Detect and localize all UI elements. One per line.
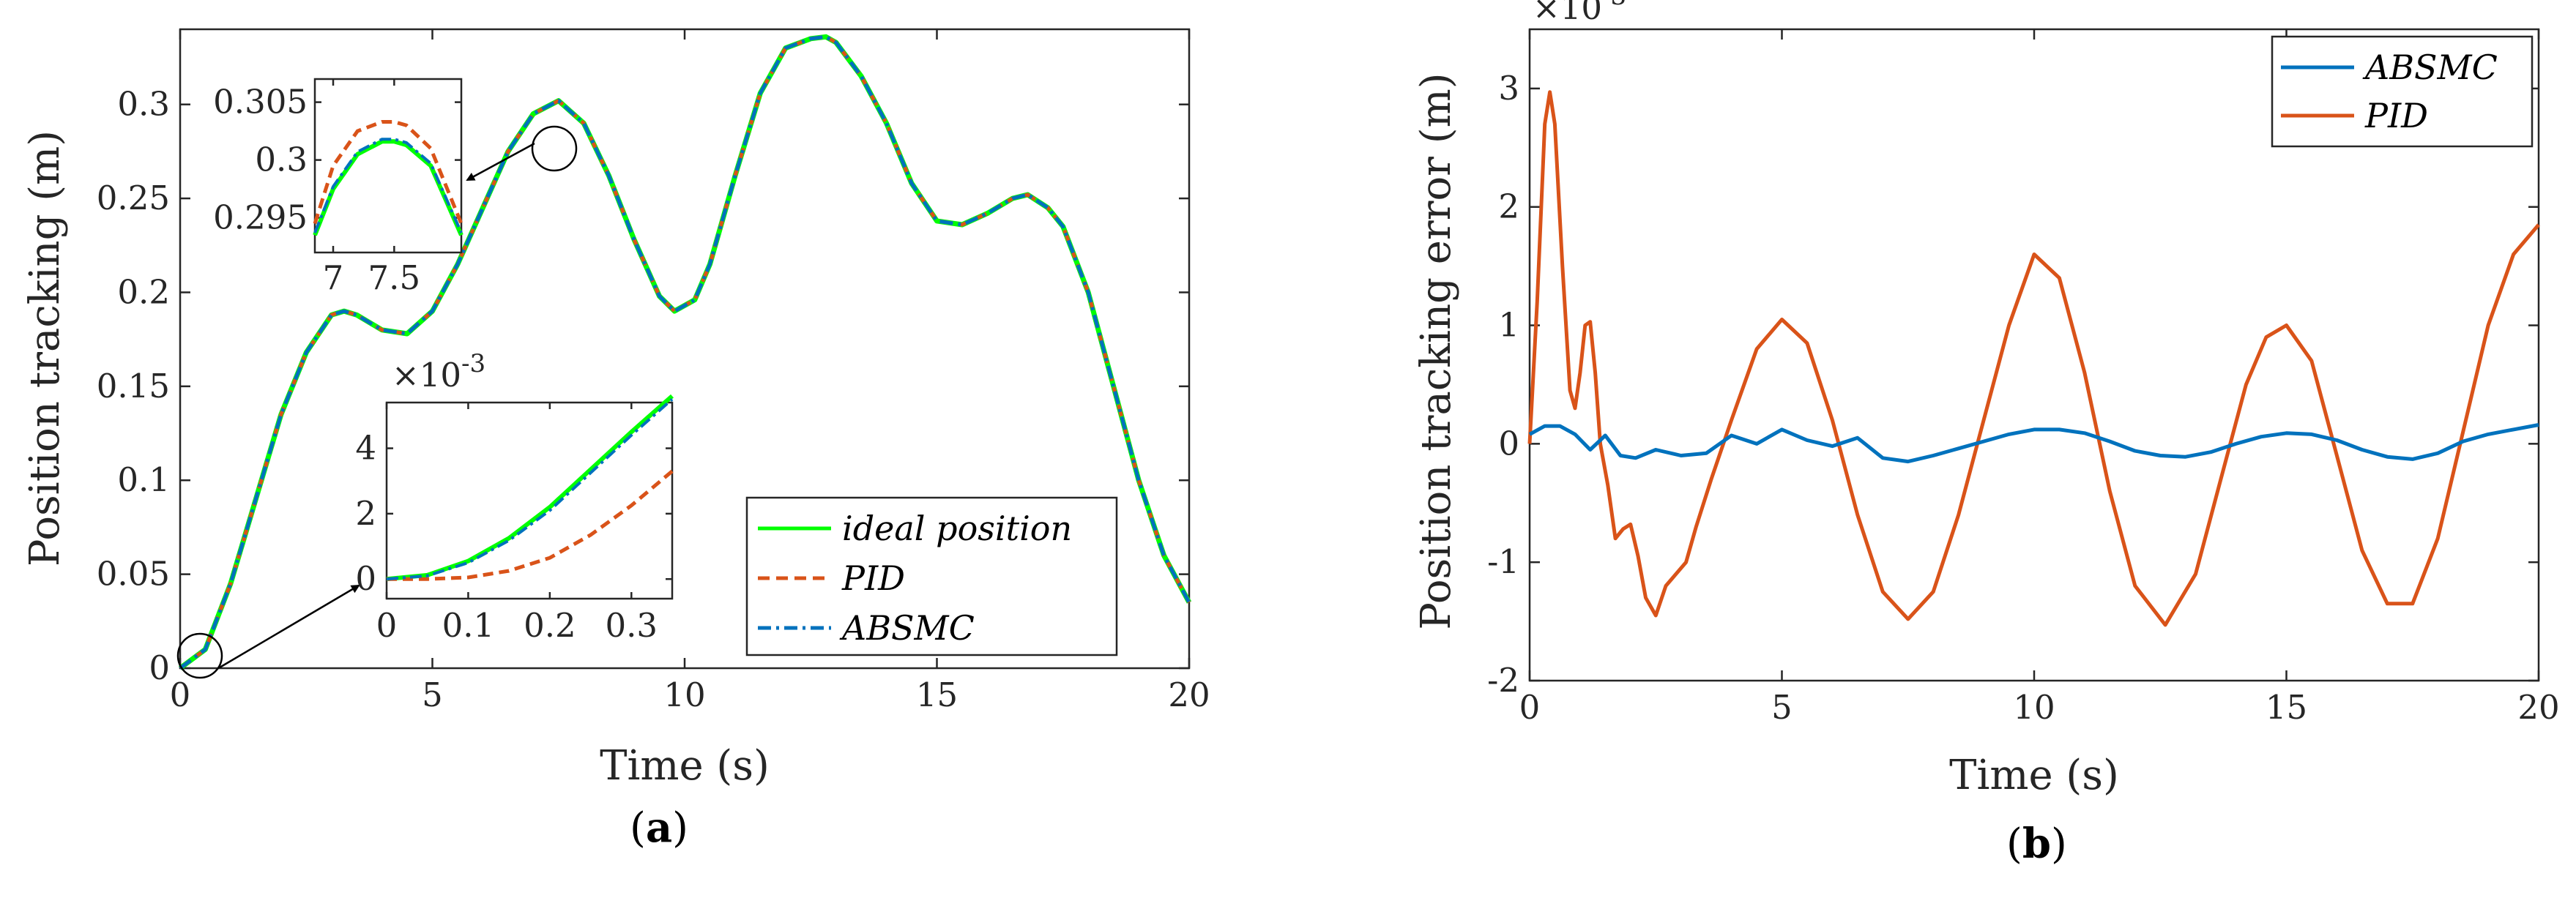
series-absmc-line: [1528, 423, 2539, 464]
b-y-tick-label: 2: [1498, 187, 1519, 226]
inset-start: 0 0.1 0.2 0.3 0 2 4 ×10-3: [355, 349, 674, 645]
legend-a-label-pid: PID: [841, 558, 905, 598]
legend-a-frame: [745, 496, 1118, 656]
inset-peak-frame: [313, 78, 463, 254]
zoom-circle-start: [176, 632, 223, 679]
legend-b-label-absmc: ABSMC: [2362, 48, 2498, 87]
inset-start-x-tick-label: 0.3: [605, 606, 658, 645]
inset-start-content: 0 0.1 0.2 0.3 0 2 4: [355, 394, 674, 645]
a-y-tick-label: 0.05: [97, 555, 170, 594]
zoom-arrow-start: [219, 584, 360, 669]
series-absmc-line: [179, 34, 1191, 670]
inset-start-exponent: ×10-3: [392, 349, 485, 394]
x-axis-label-a: Time (s): [600, 742, 770, 790]
inset-start-frame: [385, 401, 674, 600]
inset-start-absmc-line: [386, 398, 674, 581]
legend-b-frame: [2271, 35, 2534, 148]
b-y-tick-label: -2: [1487, 661, 1519, 700]
inset-start-x-tick-label: 0: [376, 606, 398, 645]
inset-peak-y-tick-label: 0.295: [213, 198, 308, 237]
a-y-tick-label: 0: [149, 648, 170, 687]
legend-a: ideal position PID ABSMC: [745, 496, 1118, 656]
inset-peak-y-tick-label: 0.3: [255, 141, 308, 179]
b-y-tick-label: 1: [1498, 306, 1519, 345]
b-y-tick-label: 3: [1498, 69, 1519, 108]
b-x-tick-label: 5: [1771, 688, 1793, 727]
inset-peak-pid-line: [313, 120, 464, 225]
curves-b: [1527, 90, 2540, 627]
a-x-tick-label: 0: [170, 676, 191, 714]
b-x-tick-label: 0: [1519, 688, 1541, 727]
a-y-tick-label: 0.15: [97, 367, 170, 405]
panel-b: 0 5 10 15 20 -2 -1 0 1 2 3 ×10-3 Time (s) Position…: [1412, 0, 2560, 868]
a-x-tick-label: 15: [916, 676, 958, 714]
y-axis-label-a: Position tracking (m): [21, 130, 69, 566]
inset-start-y-tick-label: 4: [355, 429, 376, 468]
panel-label-a: (a): [630, 804, 688, 852]
inset-peak-content: 7 7.5 0.295 0.3 0.305: [213, 79, 464, 297]
a-y-tick-label: 0.2: [117, 272, 170, 311]
curves-a: [178, 34, 1192, 670]
inset-start-y-tick-label: 0: [355, 559, 376, 598]
a-x-tick-label: 5: [422, 676, 443, 714]
zoom-arrow-peak: [466, 142, 535, 182]
a-x-tick-label: 10: [663, 676, 705, 714]
legend-a-label-ideal: ideal position: [842, 509, 1072, 548]
panel-label-b: (b): [2006, 820, 2067, 868]
inset-peak-x-tick-label: 7.5: [368, 258, 421, 297]
legend-b: ABSMC PID: [2271, 35, 2534, 148]
inset-peak-x-tick-label: 7: [323, 258, 344, 297]
b-y-tick-label: -1: [1487, 542, 1519, 581]
inset-peak: 7 7.5 0.295 0.3 0.305: [213, 78, 464, 297]
a-y-tick-label: 0.25: [97, 179, 170, 217]
y-axis-label-b: Position tracking error (m): [1412, 72, 1460, 629]
a-x-tick-label: 20: [1168, 676, 1210, 714]
legend-a-label-absmc: ABSMC: [839, 608, 975, 648]
zoom-circle-peak: [531, 125, 578, 172]
axis-ticks-b: 0 5 10 15 20 -2 -1 0 1 2 3: [1487, 29, 2560, 727]
b-y-tick-label: 0: [1498, 424, 1519, 463]
inset-start-x-tick-label: 0.2: [524, 606, 576, 645]
inset-peak-absmc-line: [313, 138, 463, 233]
b-x-tick-label: 10: [2013, 688, 2055, 727]
b-x-tick-label: 15: [2266, 688, 2307, 727]
b-x-tick-label: 20: [2517, 688, 2559, 727]
legend-b-label-pid: PID: [2364, 96, 2428, 135]
series-pid-line: [1527, 90, 2540, 627]
x-axis-label-b: Time (s): [1949, 752, 2119, 799]
inset-start-y-tick-label: 2: [355, 494, 376, 533]
inset-peak-y-tick-label: 0.305: [213, 83, 308, 121]
a-y-tick-label: 0.3: [117, 85, 170, 124]
y-exponent-b: ×10-3: [1533, 0, 1626, 27]
a-y-tick-label: 0.1: [117, 460, 170, 499]
inset-start-x-tick-label: 0.1: [442, 606, 495, 645]
